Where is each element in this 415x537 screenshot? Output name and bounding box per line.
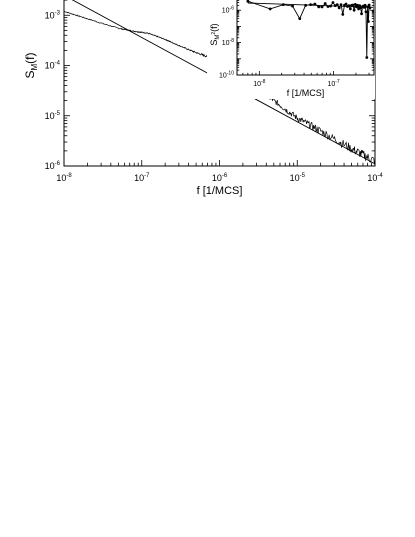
main-y-tick-labels: 10-610-510-410-310-2 — [45, 10, 61, 171]
inset-data-point — [291, 4, 294, 8]
inset-data-point — [360, 12, 363, 16]
main-x-tick-label: 10-8 — [56, 173, 72, 183]
inset-data-point — [339, 3, 343, 7]
inset-x-tick-labels: 10-8 10-7 — [253, 79, 340, 88]
main-y-tick-label: 10-3 — [45, 10, 61, 20]
inset-data-point — [335, 3, 339, 7]
inset-y-label-sub: M — [215, 35, 221, 40]
inset-data-point — [363, 3, 367, 7]
inset-data-point — [364, 10, 368, 14]
inset-y-axis-label: SM2(f) — [209, 23, 221, 45]
inset-data-point — [313, 2, 317, 6]
inset-data-point — [246, 0, 250, 3]
main-y-label-main: S — [23, 70, 37, 78]
inset-data-point — [348, 7, 352, 11]
main-y-label-sub: M — [30, 63, 39, 70]
inset-y-label-main: S — [209, 40, 219, 46]
inset-data-point — [366, 20, 370, 23]
main-x-tick-label: 10-5 — [290, 173, 306, 183]
inset-y-tick-labels: 10-10 10-8 10-6 — [219, 6, 234, 80]
inset-data-point — [268, 7, 272, 11]
inset-data-point — [356, 3, 359, 7]
inset-background — [207, 0, 375, 99]
inset-series-fit-line — [247, 2, 374, 8]
inset-data-point — [365, 56, 369, 59]
inset-data-point — [320, 5, 324, 9]
inset-data-point — [341, 13, 345, 16]
main-x-tick-label: 10-4 — [367, 173, 383, 183]
inset-data-point — [337, 6, 341, 10]
inset-x-tick-label: 10-8 — [253, 79, 265, 88]
inset-data-point — [331, 1, 335, 4]
inset-x-tick-label: 10-7 — [327, 79, 339, 88]
inset-data-point — [317, 5, 321, 9]
main-x-axis-label: f [1/MCS] — [197, 185, 243, 197]
inset-data-point — [298, 17, 302, 21]
inset-data-point — [351, 3, 355, 7]
inset-y-label-sub2: 2 — [211, 32, 217, 35]
main-y-tick-label: 10-5 — [45, 111, 61, 121]
inset-x-axis-label: f [1/MCS] — [287, 88, 325, 98]
main-y-axis-label: SM(f) — [23, 52, 39, 78]
main-x-tick-label: 10-7 — [134, 173, 150, 183]
main-x-tick-label: 10-6 — [212, 173, 228, 183]
inset-data-point — [344, 2, 348, 6]
inset-y-tick-label: 10-10 — [219, 70, 234, 79]
main-y-tick-label: 10-4 — [45, 61, 61, 71]
inset-axis-ticks — [236, 0, 374, 76]
main-y-label-tail: (f) — [23, 52, 37, 63]
inset-y-label-tail: (f) — [209, 23, 219, 32]
inset-data-point — [353, 2, 357, 6]
inset-series-group — [246, 0, 374, 59]
inset-data-point — [367, 3, 371, 7]
inset-data-point — [323, 2, 327, 5]
main-x-tick-labels: 10-8 10-7 10-6 10-5 10-4 — [56, 173, 383, 183]
inset-data-point — [352, 8, 356, 12]
inset-y-tick-label: 10-8 — [222, 38, 234, 47]
inset-y-tick-label: 10-6 — [222, 6, 234, 15]
inset-chart: 10-8 10-7 10-10 10-8 10-6 f [1/MCS] SM2(f) — [207, 0, 375, 99]
main-y-tick-label: 10-6 — [45, 161, 61, 171]
main-chart: 10-8 10-7 10-6 10-5 10-4 10-6 10-5 10-4 10-3 10-… — [23, 0, 383, 197]
